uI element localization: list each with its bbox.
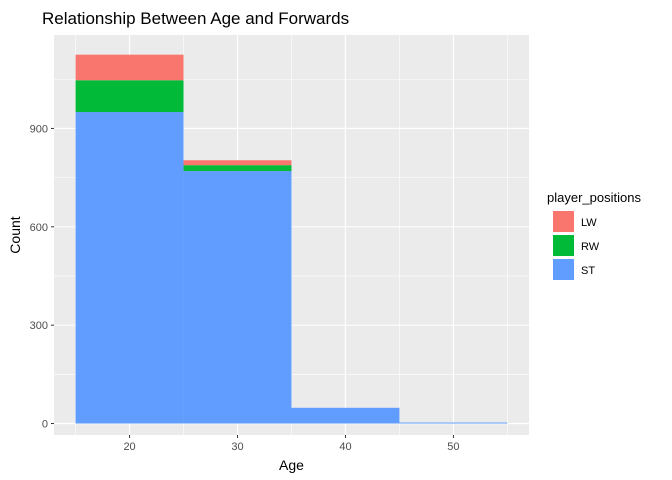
bars — [75, 54, 508, 424]
bar-rw-15-25 — [75, 80, 184, 113]
bar-st-25-35 — [183, 171, 292, 424]
legend: player_positions LW RW ST — [547, 190, 641, 280]
x-axis-title: Age — [279, 457, 304, 473]
bar-rw-25-35 — [183, 165, 292, 172]
y-axis: 0 300 600 900 — [30, 123, 54, 431]
x-tick-label: 40 — [339, 441, 351, 453]
bar-lw-25-35 — [183, 160, 292, 166]
chart-title: Relationship Between Age and Forwards — [42, 9, 349, 28]
y-tick-label: 0 — [42, 419, 48, 431]
bar-st-45-55 — [399, 422, 508, 424]
legend-key-lw — [553, 211, 574, 232]
y-tick-label: 600 — [30, 222, 48, 234]
bar-st-35-45 — [291, 407, 400, 424]
x-tick-label: 30 — [231, 441, 243, 453]
legend-label-lw: LW — [581, 217, 597, 229]
y-tick-label: 300 — [30, 320, 48, 332]
bar-lw-15-25 — [75, 54, 184, 81]
legend-key-rw — [553, 235, 574, 256]
x-tick-label: 50 — [447, 441, 459, 453]
bar-st-15-25 — [75, 112, 184, 424]
legend-key-st — [553, 259, 574, 280]
y-tick-label: 900 — [30, 123, 48, 135]
x-axis: 20 30 40 50 — [123, 435, 460, 453]
legend-label-st: ST — [581, 265, 595, 277]
y-axis-title: Count — [7, 216, 23, 253]
legend-title: player_positions — [547, 190, 641, 205]
legend-label-rw: RW — [581, 241, 600, 253]
x-tick-label: 20 — [123, 441, 135, 453]
